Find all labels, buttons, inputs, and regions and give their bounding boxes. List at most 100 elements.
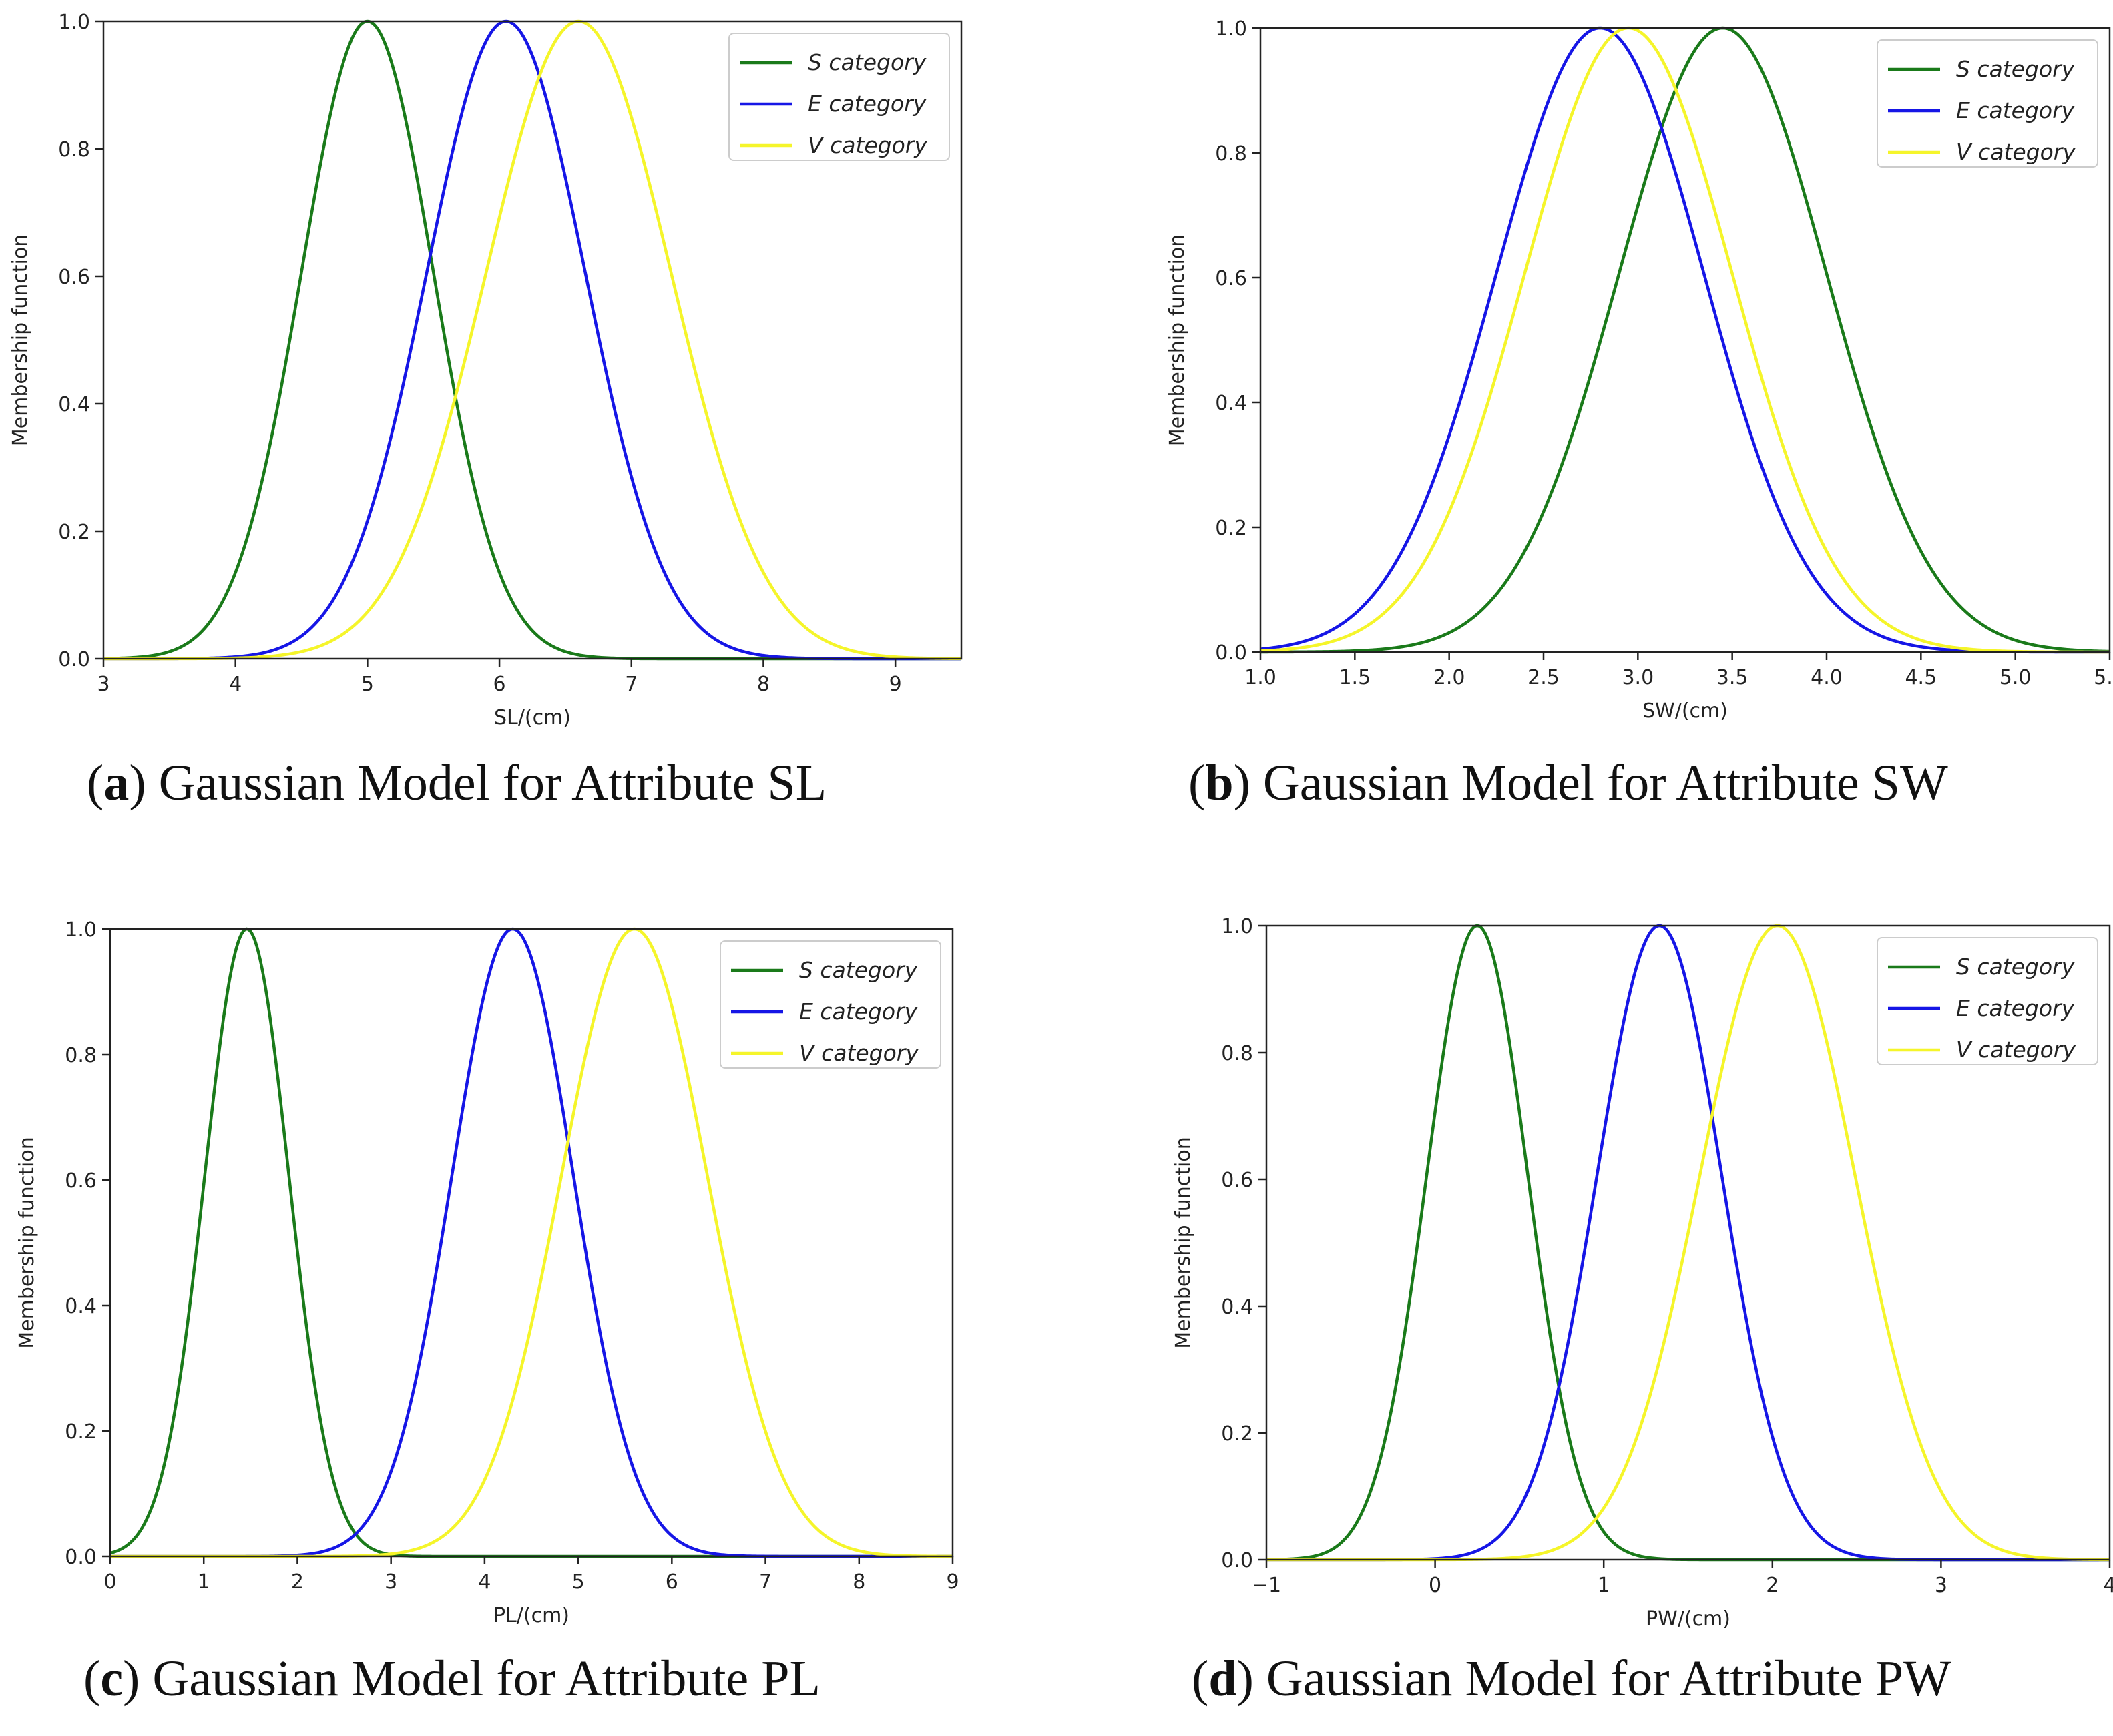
series-line-s xyxy=(1260,26,2110,654)
x-tick-label: 3.5 xyxy=(1716,666,1748,689)
x-tick-label: 3 xyxy=(1935,1574,1947,1597)
y-tick-label: 0.4 xyxy=(58,393,90,416)
caption-letter: a xyxy=(103,755,130,811)
series-line-v xyxy=(1260,26,2110,654)
x-tick-label: 3 xyxy=(385,1570,397,1594)
legend-box xyxy=(720,940,941,1069)
caption-letter: d xyxy=(1208,1651,1237,1707)
caption-a: (a) Gaussian Model for Attribute SL xyxy=(87,755,827,811)
caption-letter: b xyxy=(1205,755,1234,811)
x-tick-label: 0 xyxy=(1429,1574,1441,1597)
x-tick-label: 1 xyxy=(1598,1574,1610,1597)
y-tick-label: 0.8 xyxy=(1215,142,1247,166)
x-tick-label: −1 xyxy=(1252,1574,1281,1597)
x-tick-label: 3 xyxy=(97,673,109,696)
y-tick-label: 0.4 xyxy=(1215,392,1247,415)
legend-entry-e: E category xyxy=(799,998,918,1025)
legend-box xyxy=(728,33,950,161)
x-tick-label: 9 xyxy=(946,1570,959,1594)
y-tick-label: 0.4 xyxy=(1221,1295,1253,1319)
legend: S category E category V category xyxy=(1877,937,2098,1065)
plot-frame xyxy=(1259,27,2111,653)
y-tick-label: 0.6 xyxy=(58,266,90,289)
panel-d: −1 0 1 2 3 4 0.0 0.2 0.4 0.6 0.8 1.0 PW/(cm) Membersh… xyxy=(1162,901,2113,1736)
x-tick-label: 1.0 xyxy=(1244,666,1276,689)
y-tick-label: 0.4 xyxy=(65,1295,97,1318)
y-tick-label: 0.2 xyxy=(65,1420,97,1444)
legend: S category E category V category xyxy=(720,940,941,1069)
y-axis-label: Membership function xyxy=(1172,1137,1195,1349)
panel-a: 3 4 5 6 7 8 9 0.0 0.2 0.4 0.6 0.8 1.0 SL/(cm) Membersh… xyxy=(0,0,963,841)
legend-entry-s: S category xyxy=(808,49,927,75)
x-tick-label: 2 xyxy=(1766,1574,1779,1597)
legend-entry-s: S category xyxy=(1956,954,2075,980)
x-tick-label: 8 xyxy=(853,1570,865,1594)
y-tick-label: 0.0 xyxy=(1221,1549,1253,1572)
y-tick-label: 0.0 xyxy=(65,1546,97,1569)
x-tick-label: 4.5 xyxy=(1905,666,1937,689)
panel-c: 0 1 2 3 4 5 6 7 8 9 0.0 0.2 0.4 0.6 0.8 1.0 PL/(cm) Membe… xyxy=(0,901,961,1736)
y-axis-label: Membership function xyxy=(15,1137,39,1349)
caption-text: Gaussian Model for Attribute PL xyxy=(152,1651,820,1707)
legend-box xyxy=(1877,937,2098,1065)
y-tick-label: 0.6 xyxy=(1215,267,1247,290)
panel-b: 1.0 1.5 2.0 2.5 3.0 3.5 4.0 4.5 5.0 5.5 0.0 0.2 0.4 0… xyxy=(1162,0,2113,841)
legend-entry-v: V category xyxy=(1956,139,2076,165)
y-tick-label: 0.8 xyxy=(65,1044,97,1067)
legend-entry-e: E category xyxy=(1956,995,2075,1021)
y-tick-label: 0.2 xyxy=(58,521,90,544)
x-axis-label: PW/(cm) xyxy=(1646,1607,1730,1631)
x-tick-label: 5.0 xyxy=(2000,666,2032,689)
legend-entry-v: V category xyxy=(808,132,927,158)
y-tick-label: 0.0 xyxy=(1215,641,1247,665)
x-axis-label: SL/(cm) xyxy=(494,706,571,730)
y-tick-label: 0.2 xyxy=(1221,1422,1253,1446)
legend: S category E category V category xyxy=(1877,39,2098,168)
legend-entry-e: E category xyxy=(1956,97,2075,123)
caption-d: (d) Gaussian Model for Attribute PW xyxy=(1192,1651,1951,1707)
series-line-e xyxy=(1260,26,2110,654)
x-tick-label: 4 xyxy=(229,673,242,696)
caption-letter: c xyxy=(100,1651,124,1707)
legend: S category E category V category xyxy=(728,33,950,161)
plot-frame xyxy=(109,928,954,1558)
x-tick-label: 2.0 xyxy=(1433,666,1465,689)
y-tick-label: 0.2 xyxy=(1215,517,1247,540)
x-tick-label: 4.0 xyxy=(1811,666,1843,689)
x-tick-label: 9 xyxy=(889,673,902,696)
caption-text: Gaussian Model for Attribute SW xyxy=(1262,755,1948,811)
y-axis-label: Membership function xyxy=(9,234,32,447)
y-tick-label: 0.6 xyxy=(65,1169,97,1193)
y-tick-label: 0.0 xyxy=(58,648,90,671)
y-tick-label: 1.0 xyxy=(1215,17,1247,41)
plot-d: −1 0 1 2 3 4 0.0 0.2 0.4 0.6 0.8 1.0 PW/(cm) Membersh… xyxy=(1172,915,2113,1631)
legend-entry-s: S category xyxy=(799,957,918,983)
y-tick-label: 1.0 xyxy=(1221,915,1253,938)
x-tick-label: 5.5 xyxy=(2094,666,2113,689)
series-line-v xyxy=(103,19,962,661)
x-tick-label: 2 xyxy=(291,1570,304,1594)
legend-box xyxy=(1877,39,2098,168)
x-tick-label: 4 xyxy=(478,1570,491,1594)
plot-c: 0 1 2 3 4 5 6 7 8 9 0.0 0.2 0.4 0.6 0.8 1.0 PL/(cm) Membe… xyxy=(15,918,959,1627)
legend-entry-v: V category xyxy=(1956,1037,2076,1063)
legend-entry-s: S category xyxy=(1956,56,2075,82)
x-axis-label: SW/(cm) xyxy=(1642,699,1728,723)
caption-text: Gaussian Model for Attribute PW xyxy=(1266,1651,1951,1707)
x-tick-label: 6 xyxy=(493,673,506,696)
y-tick-label: 0.8 xyxy=(1221,1042,1253,1065)
x-tick-label: 6 xyxy=(666,1570,678,1594)
x-tick-label: 3.0 xyxy=(1622,666,1654,689)
y-tick-label: 1.0 xyxy=(65,918,97,942)
x-tick-label: 5 xyxy=(361,673,374,696)
plot-a: 3 4 5 6 7 8 9 0.0 0.2 0.4 0.6 0.8 1.0 SL/(cm) Membersh… xyxy=(9,11,963,730)
x-tick-label: 5 xyxy=(572,1570,585,1594)
x-tick-label: 7 xyxy=(625,673,638,696)
x-axis-label: PL/(cm) xyxy=(493,1604,569,1627)
caption-b: (b) Gaussian Model for Attribute SW xyxy=(1188,755,1948,811)
legend-entry-v: V category xyxy=(799,1040,919,1066)
x-tick-label: 1 xyxy=(198,1570,210,1594)
plot-b: 1.0 1.5 2.0 2.5 3.0 3.5 4.0 4.5 5.0 5.5 0.0 0.2 0.4 0… xyxy=(1166,17,2113,723)
caption-c: (c) Gaussian Model for Attribute PL xyxy=(83,1651,820,1707)
x-tick-label: 7 xyxy=(759,1570,772,1594)
